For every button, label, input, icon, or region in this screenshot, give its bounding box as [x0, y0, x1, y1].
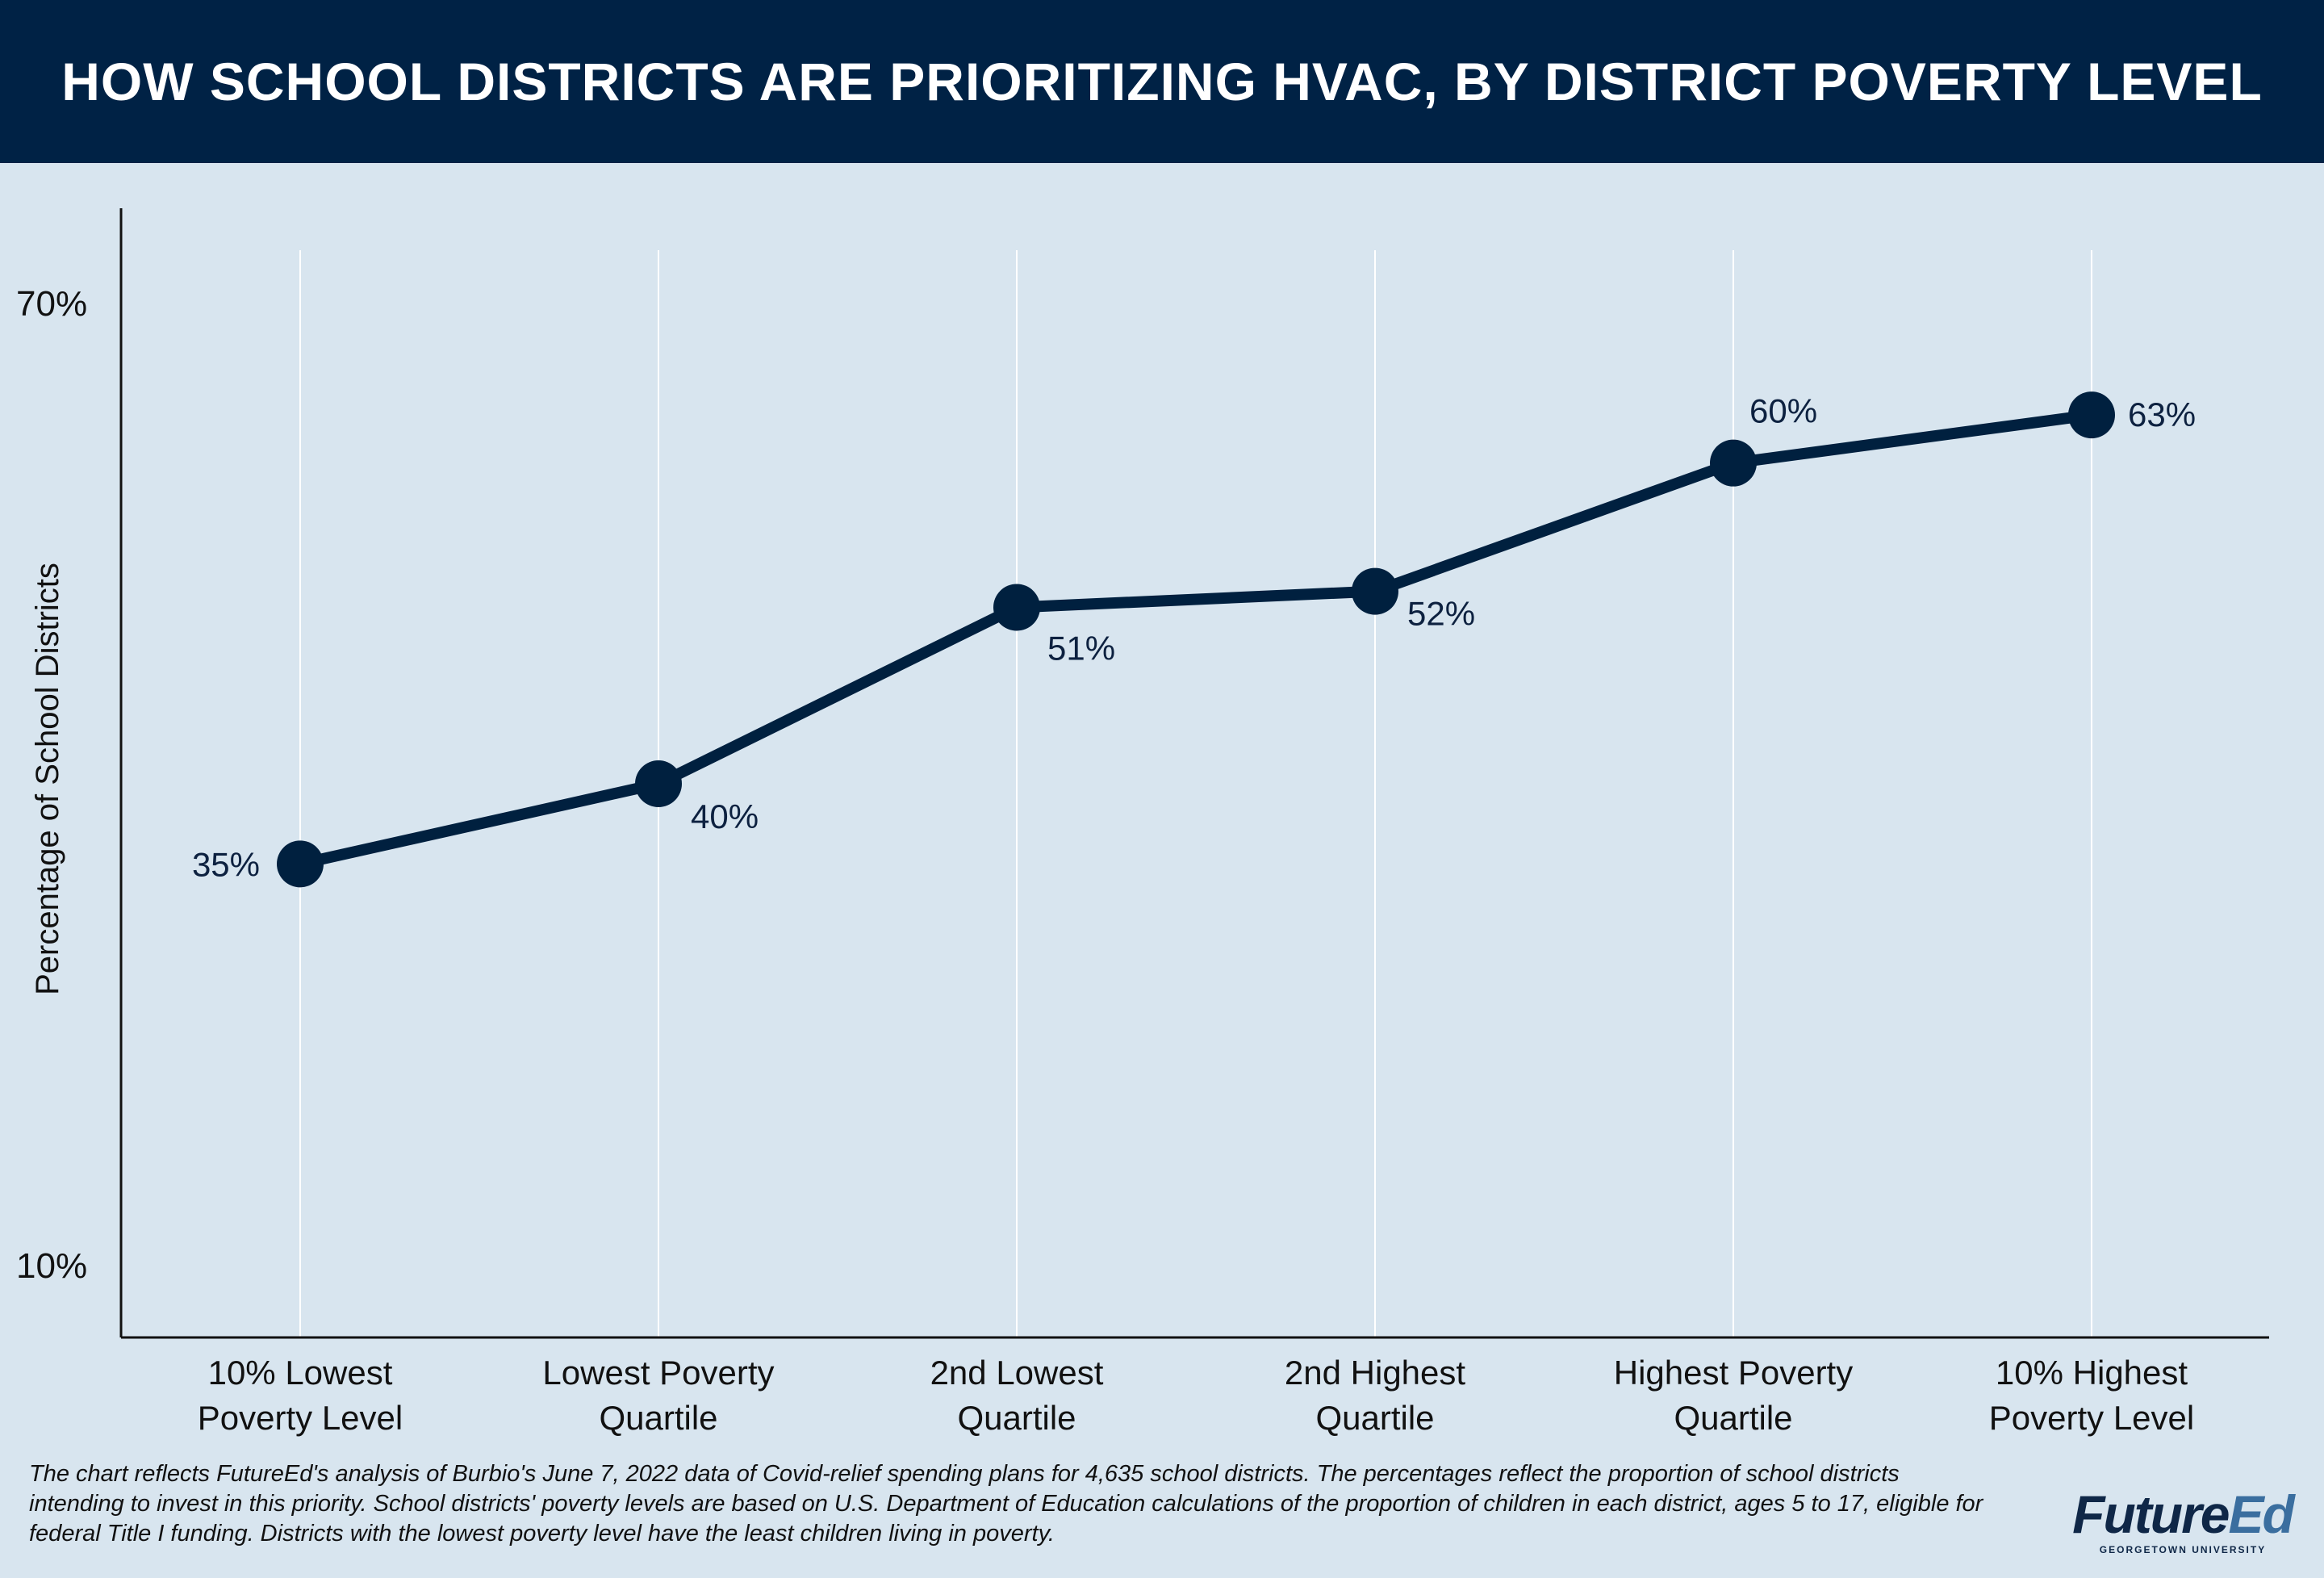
- data-labels: 35% 40% 51% 52% 60% 63%: [192, 392, 2196, 884]
- data-label: 40%: [691, 797, 759, 835]
- x-tick-label-line: Lowest Poverty: [542, 1354, 774, 1392]
- x-tick-label: Lowest Poverty Quartile: [542, 1354, 774, 1437]
- series-hvac: [277, 391, 2115, 888]
- logo-word-ed: Ed: [2228, 1484, 2294, 1544]
- data-label: 52%: [1407, 595, 1475, 633]
- x-tick-label-line: 2nd Highest: [1285, 1354, 1465, 1392]
- data-label: 51%: [1047, 629, 1115, 667]
- data-label: 35%: [192, 845, 260, 883]
- logo-wordmark: FutureEd: [2066, 1488, 2300, 1541]
- x-tick-label-line: Poverty Level: [1989, 1399, 2194, 1437]
- footnote: The chart reflects FutureEd's analysis o…: [29, 1461, 1983, 1547]
- gridlines: [299, 250, 2092, 1337]
- x-tick-label-line: Quartile: [957, 1399, 1076, 1437]
- x-tick-label-line: Quartile: [1674, 1399, 1792, 1437]
- data-point: [277, 840, 324, 888]
- data-point: [1710, 439, 1757, 487]
- y-tick-label: 70%: [16, 284, 87, 324]
- x-tick-label-line: 10% Lowest: [208, 1354, 393, 1392]
- title-banner: HOW SCHOOL DISTRICTS ARE PRIORITIZING HV…: [0, 0, 2324, 163]
- x-tick-label-line: 2nd Lowest: [930, 1354, 1104, 1392]
- x-tick-label: 10% Lowest Poverty Level: [198, 1354, 403, 1437]
- x-tick-label-line: Poverty Level: [198, 1399, 403, 1437]
- data-point: [635, 760, 682, 807]
- x-tick-label: 2nd Lowest Quartile: [930, 1354, 1104, 1437]
- series-line: [299, 409, 2092, 870]
- x-tick-label-line: Highest Poverty: [1614, 1354, 1853, 1392]
- x-tick-label: Highest Poverty Quartile: [1614, 1354, 1853, 1437]
- x-tick-label-line: Quartile: [599, 1399, 717, 1437]
- x-tick-label-line: 10% Highest: [1996, 1354, 2188, 1392]
- logo-subtitle: GEORGETOWN UNIVERSITY: [2099, 1544, 2267, 1555]
- data-point: [1352, 567, 1398, 615]
- logo-word-future: Future: [2072, 1484, 2230, 1544]
- futureed-logo: FutureEd GEORGETOWN UNIVERSITY: [2066, 1488, 2300, 1555]
- data-label: 63%: [2128, 396, 2196, 433]
- data-label: 60%: [1749, 392, 1817, 430]
- x-tick-label-line: Quartile: [1315, 1399, 1434, 1437]
- y-axis-title: Percentage of School Districts: [30, 563, 65, 995]
- data-point: [993, 584, 1040, 631]
- data-point: [2068, 391, 2115, 439]
- chart-title: HOW SCHOOL DISTRICTS ARE PRIORITIZING HV…: [61, 52, 2263, 111]
- x-tick-label: 2nd Highest Quartile: [1285, 1354, 1465, 1437]
- x-tick-label: 10% Highest Poverty Level: [1989, 1354, 2194, 1437]
- axes: 10% 70% Percentage of School Districts 10% …: [16, 208, 2269, 1437]
- y-tick-label: 10%: [16, 1246, 87, 1286]
